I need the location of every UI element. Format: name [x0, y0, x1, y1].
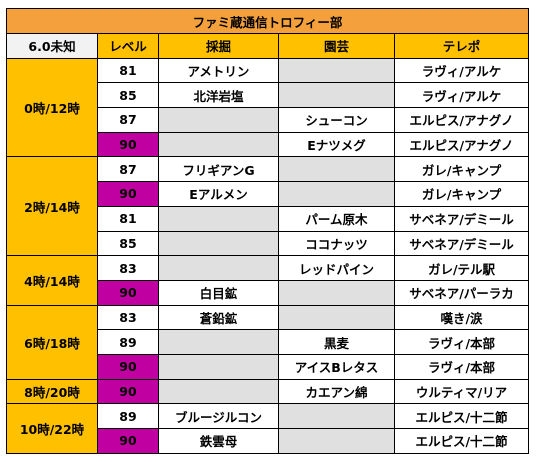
row: 90 Eアルメン ガレ/キャンプ	[7, 181, 530, 207]
empty-cell	[278, 403, 395, 429]
level: 85	[97, 230, 159, 257]
teleport: エルピス/アナグノ	[393, 131, 530, 158]
botany: レッドパイン	[278, 255, 395, 281]
time-slot: 10時/22時	[6, 403, 98, 454]
level: 83	[97, 255, 159, 281]
level: 90	[97, 279, 159, 306]
teleport: エルピス/十二節	[393, 428, 530, 454]
empty-cell	[158, 329, 279, 355]
mining: 白目鉱	[158, 279, 279, 306]
empty-cell	[278, 57, 395, 84]
level: 90	[97, 353, 159, 380]
mining: アメトリン	[158, 57, 279, 84]
empty-cell	[278, 428, 395, 454]
empty-cell	[158, 131, 279, 158]
row: 81 パーム原木 サベネア/デミール	[7, 205, 530, 232]
mining: 蒼鉛鉱	[158, 304, 279, 331]
row: 85 北洋岩塩 ラヴィ/アルケ	[7, 82, 530, 109]
empty-cell	[278, 181, 395, 207]
row: 90 Eナツメグ エルピス/アナグノ	[7, 131, 530, 158]
time-slot: 2時/14時	[6, 156, 98, 257]
time-slot: 6時/18時	[6, 304, 98, 380]
level: 90	[97, 378, 159, 405]
level: 87	[97, 107, 159, 133]
title: ファミ蔵通信トロフィー部	[5, 8, 530, 34]
teleport: サベネア/デミール	[393, 205, 530, 232]
mining: 鉄雲母	[158, 428, 279, 454]
botany: Eナツメグ	[278, 131, 395, 158]
row: 10時/22時 89 ブルージルコン エルピス/十二節	[6, 403, 530, 454]
header-cell: 6.0未知	[6, 33, 98, 59]
time-slot: 4時/14時	[6, 255, 98, 306]
table-body: ファミ蔵通信トロフィー部 6.0未知 レベル 採掘 園芸 テレポ 0時/12時 81 アメトリン…	[5, 8, 530, 454]
level: 81	[97, 57, 159, 84]
teleport: 嘆き/涙	[393, 304, 530, 331]
level: 89	[97, 403, 159, 429]
mining: Eアルメン	[158, 181, 279, 207]
level: 85	[97, 82, 159, 109]
teleport: ラヴィ/本部	[393, 353, 530, 380]
level: 90	[97, 131, 159, 158]
empty-cell	[158, 353, 279, 380]
empty-cell	[158, 230, 279, 257]
botany: アイスBレタス	[278, 353, 395, 380]
empty-cell	[158, 378, 279, 405]
teleport: ウルティマ/リア	[393, 378, 530, 405]
level: 90	[97, 181, 159, 207]
row: 8時/20時 90 カエアン綿 ウルティマ/リア	[6, 378, 530, 405]
mining: フリギアンG	[158, 156, 279, 183]
mining: 北洋岩塩	[158, 82, 279, 109]
teleport: ガレ/キャンプ	[393, 181, 530, 207]
botany: シューコン	[278, 107, 395, 133]
teleport: サベネア/デミール	[393, 230, 530, 257]
row: ファミ蔵通信トロフィー部	[5, 8, 530, 34]
teleport: エルピス/アナグノ	[393, 107, 530, 133]
header-cell: テレポ	[393, 33, 530, 59]
time-slot: 8時/20時	[6, 378, 98, 405]
header-cell: レベル	[97, 33, 159, 59]
row: 6.0未知 レベル 採掘 園芸 テレポ	[6, 33, 530, 59]
teleport: ラヴィ/アルケ	[393, 57, 530, 84]
row: 2時/14時 87 フリギアンG ガレ/キャンプ	[6, 156, 530, 257]
level: 90	[97, 428, 159, 454]
teleport: サベネア/パーラカ	[393, 279, 530, 306]
row: 90 アイスBレタス ラヴィ/本部	[7, 353, 530, 380]
level: 87	[97, 156, 159, 183]
level: 81	[97, 205, 159, 232]
trophy-table: ファミ蔵通信トロフィー部 6.0未知 レベル 採掘 園芸 テレポ 0時/12時 81 アメトリン…	[5, 8, 530, 454]
teleport: ラヴィ/アルケ	[393, 82, 530, 109]
empty-cell	[278, 82, 395, 109]
empty-cell	[158, 107, 279, 133]
time-slot: 0時/12時	[6, 57, 98, 158]
botany: パーム原木	[278, 205, 395, 232]
empty-cell	[278, 156, 395, 183]
botany: 黒麦	[278, 329, 395, 355]
level: 89	[97, 329, 159, 355]
row: 4時/14時 83 レッドパイン ガレ/テル駅	[6, 255, 530, 306]
teleport: ガレ/テル駅	[393, 255, 530, 281]
row: 6時/18時 83 蒼鉛鉱 嘆き/涙	[6, 304, 530, 380]
empty-cell	[278, 279, 395, 306]
botany: カエアン綿	[278, 378, 395, 405]
botany: ココナッツ	[278, 230, 395, 257]
empty-cell	[158, 255, 279, 281]
row: 90 鉄雲母 エルピス/十二節	[7, 428, 530, 454]
level: 83	[97, 304, 159, 331]
teleport: ラヴィ/本部	[393, 329, 530, 355]
header-cell: 園芸	[278, 33, 395, 59]
mining: ブルージルコン	[158, 403, 279, 429]
row: 90 白目鉱 サベネア/パーラカ	[7, 279, 530, 306]
row: 87 シューコン エルピス/アナグノ	[7, 107, 530, 133]
teleport: ガレ/キャンプ	[393, 156, 530, 183]
empty-cell	[278, 304, 395, 331]
row: 85 ココナッツ サベネア/デミール	[7, 230, 530, 257]
empty-cell	[158, 205, 279, 232]
header-cell: 採掘	[158, 33, 279, 59]
teleport: エルピス/十二節	[393, 403, 530, 429]
row: 0時/12時 81 アメトリン ラヴィ/アルケ	[6, 57, 530, 158]
